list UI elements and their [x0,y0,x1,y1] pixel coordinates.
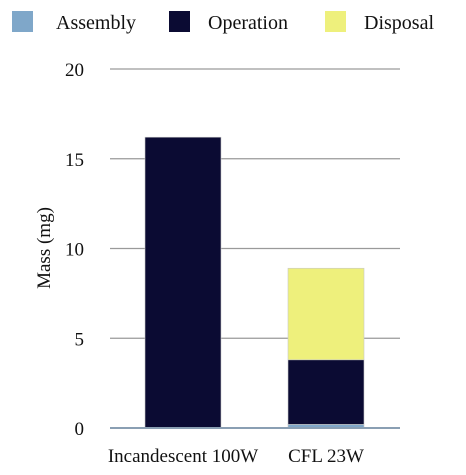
x-axis-categories: Incandescent 100W CFL 23W [108,446,364,467]
legend-swatch-operation [169,11,190,32]
y-axis-ticks: 0 5 10 15 20 [65,60,84,440]
legend-label-disposal: Disposal [364,12,434,34]
legend-swatch-disposal [325,11,346,32]
y-tick-label: 15 [65,150,84,171]
x-category-label: Incandescent 100W [108,446,258,467]
y-tick-label: 20 [65,60,84,81]
bar-operation-0 [144,136,222,429]
x-category-label: CFL 23W [288,446,364,467]
y-tick-label: 5 [75,329,85,350]
y-tick-label: 10 [65,240,84,261]
bars [144,136,365,429]
legend: Assembly Operation Disposal [12,11,434,34]
bar-operation-1 [287,359,365,425]
y-axis-title: Mass (mg) [34,207,55,289]
y-tick-label: 0 [75,419,85,440]
legend-label-assembly: Assembly [56,12,136,34]
bar-disposal-1 [287,267,365,361]
legend-label-operation: Operation [208,12,288,34]
legend-swatch-assembly [12,11,33,32]
